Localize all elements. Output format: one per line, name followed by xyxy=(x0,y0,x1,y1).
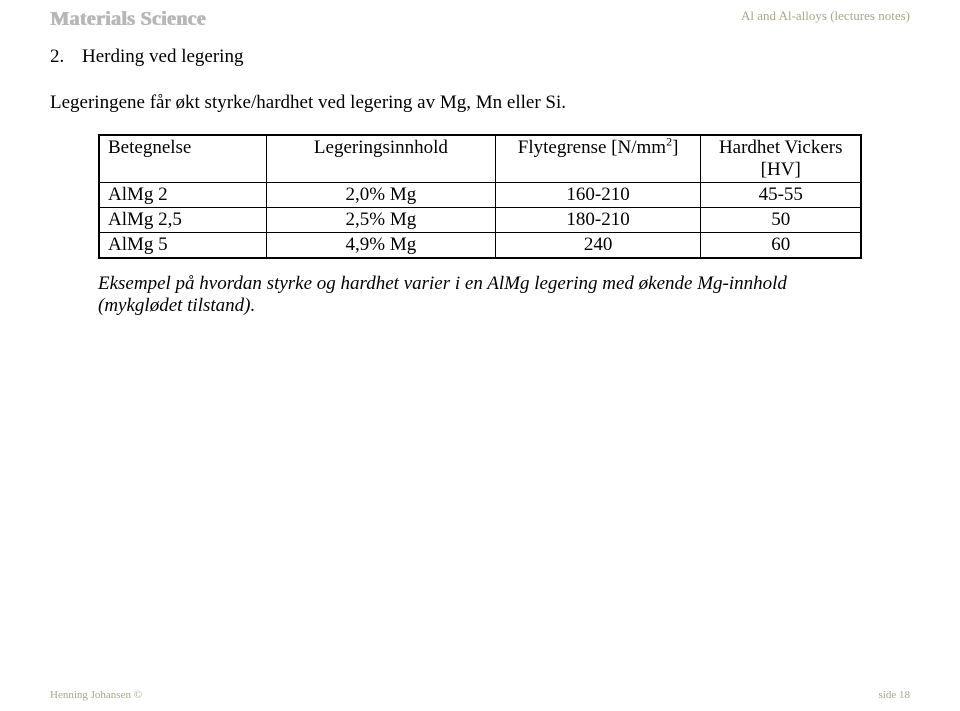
th-legeringsinnhold: Legeringsinnhold xyxy=(267,135,496,183)
cell-betegnelse: AlMg 2,5 xyxy=(99,208,267,233)
cell-legeringsinnhold: 2,0% Mg xyxy=(267,183,496,208)
table-row: AlMg 2 2,0% Mg 160-210 45-55 xyxy=(99,183,861,208)
cell-legeringsinnhold: 2,5% Mg xyxy=(267,208,496,233)
table-row: AlMg 2,5 2,5% Mg 180-210 50 xyxy=(99,208,861,233)
cell-hardhet: 45-55 xyxy=(701,183,861,208)
th-flytegrense-prefix: Flytegrense [N/mm xyxy=(518,137,666,158)
cell-betegnelse: AlMg 2 xyxy=(99,183,267,208)
section-title: Herding ved legering xyxy=(82,46,243,68)
page-header: Materials Science Al and Al-alloys (lect… xyxy=(50,8,910,36)
cell-betegnelse: AlMg 5 xyxy=(99,233,267,259)
table-wrapper: Betegnelse Legeringsinnhold Flytegrense … xyxy=(98,134,862,259)
cell-hardhet: 50 xyxy=(701,208,861,233)
intro-paragraph: Legeringene får økt styrke/hardhet ved l… xyxy=(50,92,910,114)
footer-left: Henning Johansen © xyxy=(50,689,142,701)
th-hardhet: Hardhet Vickers [HV] xyxy=(701,135,861,183)
data-table: Betegnelse Legeringsinnhold Flytegrense … xyxy=(98,134,862,259)
cell-flytegrense: 180-210 xyxy=(495,208,701,233)
th-hardhet-line1: Hardhet Vickers xyxy=(719,137,843,158)
header-right-text: Al and Al-alloys (lectures notes) xyxy=(741,8,910,24)
page-root: Materials Science Al and Al-alloys (lect… xyxy=(0,0,960,711)
section-heading: 2. Herding ved legering xyxy=(50,46,910,68)
table-caption: Eksempel på hvordan styrke og hardhet va… xyxy=(98,273,862,317)
table-header-row: Betegnelse Legeringsinnhold Flytegrense … xyxy=(99,135,861,183)
th-flytegrense-suffix: ] xyxy=(672,137,678,158)
th-flytegrense: Flytegrense [N/mm2] xyxy=(495,135,701,183)
cell-flytegrense: 160-210 xyxy=(495,183,701,208)
cell-legeringsinnhold: 4,9% Mg xyxy=(267,233,496,259)
table-row: AlMg 5 4,9% Mg 240 60 xyxy=(99,233,861,259)
page-footer: Henning Johansen © side 18 xyxy=(50,689,910,701)
cell-hardhet: 60 xyxy=(701,233,861,259)
logo-text: Materials Science xyxy=(50,8,206,31)
th-hardhet-line2: [HV] xyxy=(761,159,801,180)
footer-right: side 18 xyxy=(879,689,910,701)
cell-flytegrense: 240 xyxy=(495,233,701,259)
th-betegnelse: Betegnelse xyxy=(99,135,267,183)
section-number: 2. xyxy=(50,46,68,68)
